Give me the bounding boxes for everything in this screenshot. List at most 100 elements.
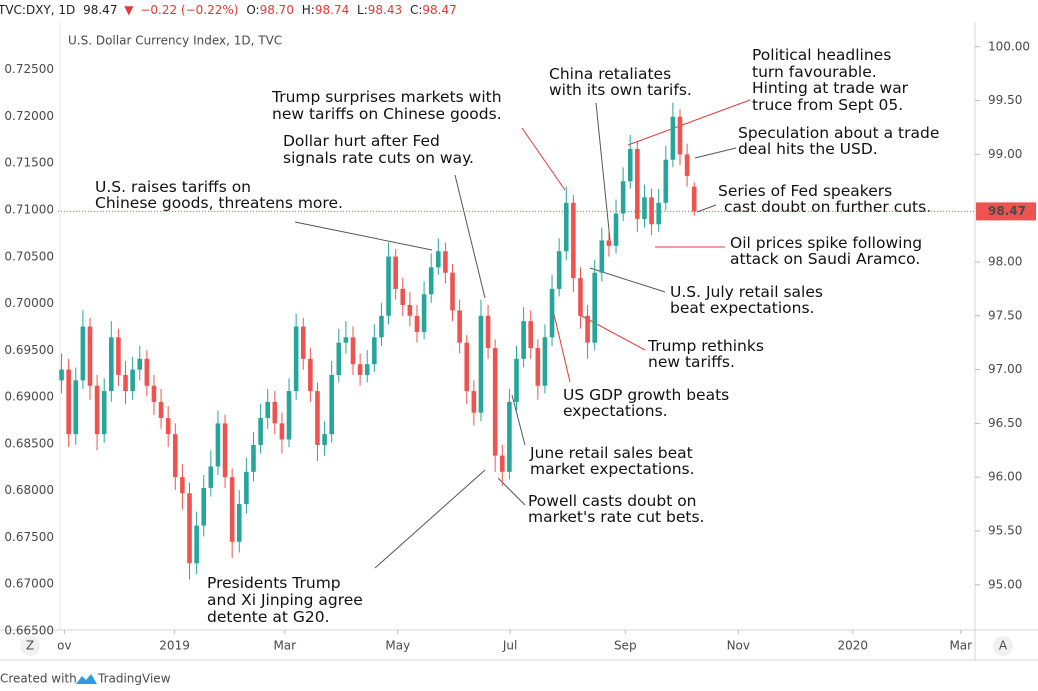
candle-body <box>585 315 590 343</box>
ohlc-value: 98.47 <box>422 3 456 17</box>
annotation-line: June retail sales beat <box>529 444 693 462</box>
x-tick-label: Mar <box>273 639 296 653</box>
zoom-button-label[interactable]: Z <box>26 639 34 653</box>
candle-body <box>286 391 292 440</box>
y-tick-label: 0.69500 <box>4 343 54 357</box>
candle-body <box>684 154 690 176</box>
last: 98.47 <box>83 3 117 17</box>
annotation-line: Trump surprises markets with <box>271 88 502 106</box>
annotation: U.S. raises tariffs on Chinese goods, thr… <box>95 178 343 212</box>
candle-body <box>606 240 612 246</box>
change: −0.22 (−0.22%) <box>140 3 238 17</box>
leader-line <box>595 102 611 241</box>
arrow: ▼ <box>124 3 134 17</box>
candle-body <box>528 321 534 349</box>
candle-body <box>549 288 555 338</box>
y-tick-label: 0.70000 <box>4 296 54 310</box>
annotation: China retaliates with its own tarifs. <box>549 65 692 99</box>
candle-body <box>436 251 441 268</box>
annotation: Oil prices spike following attack on Saud… <box>730 234 922 268</box>
annotation-line: truce from Sept 05. <box>752 96 903 114</box>
y-tick-label: 0.71500 <box>4 156 54 170</box>
candle-body <box>542 337 548 386</box>
candle-body <box>656 202 661 225</box>
annotation-line: Hinting at trade war <box>752 79 909 97</box>
candle-body <box>101 391 107 435</box>
candle-body <box>201 487 207 526</box>
ohlc-value: 98.70 <box>260 3 294 17</box>
annotation-line: new tariffs. <box>648 353 735 371</box>
y2-tick-label: 98.00 <box>988 254 1022 268</box>
candle-body <box>578 278 583 316</box>
y-tick-label: 0.71000 <box>4 203 54 217</box>
leader-line <box>627 99 751 146</box>
candle-body <box>80 326 86 381</box>
candle-body <box>428 267 434 295</box>
candle-body <box>215 423 221 467</box>
leader-line <box>694 147 737 159</box>
annotation-line: Trump rethinks <box>647 337 764 355</box>
annotation-line: with its own tarifs. <box>549 81 692 99</box>
auto-scale-label[interactable]: A <box>999 639 1008 653</box>
zoom-button[interactable] <box>20 636 40 656</box>
y2-tick-label: 99.00 <box>988 147 1022 161</box>
leader-line <box>579 314 646 351</box>
candle-body <box>414 315 420 332</box>
annotation-line: Speculation about a trade <box>738 124 939 142</box>
annotation-line: attack on Saudi Aramco. <box>730 250 920 268</box>
candle-body <box>251 444 256 472</box>
annotation-line: Dollar hurt after Fed <box>283 132 440 150</box>
candle-body <box>613 213 619 246</box>
y-tick-label: 0.68500 <box>4 436 54 450</box>
candle-body <box>499 455 505 472</box>
created-with: Created with <box>0 672 77 686</box>
annotation-line: Presidents Trump <box>207 574 341 592</box>
annotation: Presidents Trump and Xi Jinping agree dete… <box>207 574 363 626</box>
x-tick-label: 2020 <box>837 639 868 653</box>
candle-body <box>322 434 327 445</box>
brand[interactable]: TradingView <box>97 672 171 686</box>
candle-body <box>670 116 676 160</box>
leader-line <box>552 309 571 383</box>
candle-body <box>691 186 697 212</box>
leader-line <box>696 204 717 213</box>
candle-body <box>315 391 320 445</box>
candle-body <box>464 342 470 392</box>
annotation-line: Powell casts doubt on <box>528 492 697 510</box>
candle-body <box>151 385 157 402</box>
candle-body <box>372 337 377 365</box>
y-tick-label: 0.67000 <box>4 577 54 591</box>
candle-body <box>208 466 214 488</box>
y-tick-label: 0.66500 <box>4 623 54 637</box>
x-tick-label: Nov <box>727 639 750 653</box>
candle-body <box>144 358 150 386</box>
annotation-line: market's rate cut bets. <box>528 508 705 526</box>
brand-logo <box>76 674 97 684</box>
y2-tick-label: 95.50 <box>988 523 1022 537</box>
candle-body <box>116 337 121 375</box>
candle-body <box>471 391 477 413</box>
last-price-label: 98.47 <box>988 204 1026 218</box>
y2-tick-label: 99.50 <box>988 93 1022 107</box>
candle-body <box>343 337 349 343</box>
candle-body <box>244 471 249 505</box>
candle-body <box>293 326 299 392</box>
annotation-line: and Xi Jinping agree <box>207 591 363 609</box>
candle-body <box>308 358 313 392</box>
annotation-line: Oil prices spike following <box>730 234 922 252</box>
auto-scale-button[interactable] <box>993 636 1013 656</box>
y2-tick-label: 97.50 <box>988 308 1022 322</box>
candle-body <box>229 477 235 542</box>
annotation-line: Political headlines <box>752 46 891 64</box>
y2-tick-label: 96.50 <box>988 416 1022 430</box>
leader-line <box>511 394 526 446</box>
candle-body <box>123 374 128 392</box>
candle-body <box>222 423 228 478</box>
annotation-line: market expectations. <box>530 460 695 478</box>
candles <box>59 102 697 580</box>
candle-body <box>635 148 640 219</box>
annotation-line: Chinese goods, threatens more. <box>95 194 343 212</box>
